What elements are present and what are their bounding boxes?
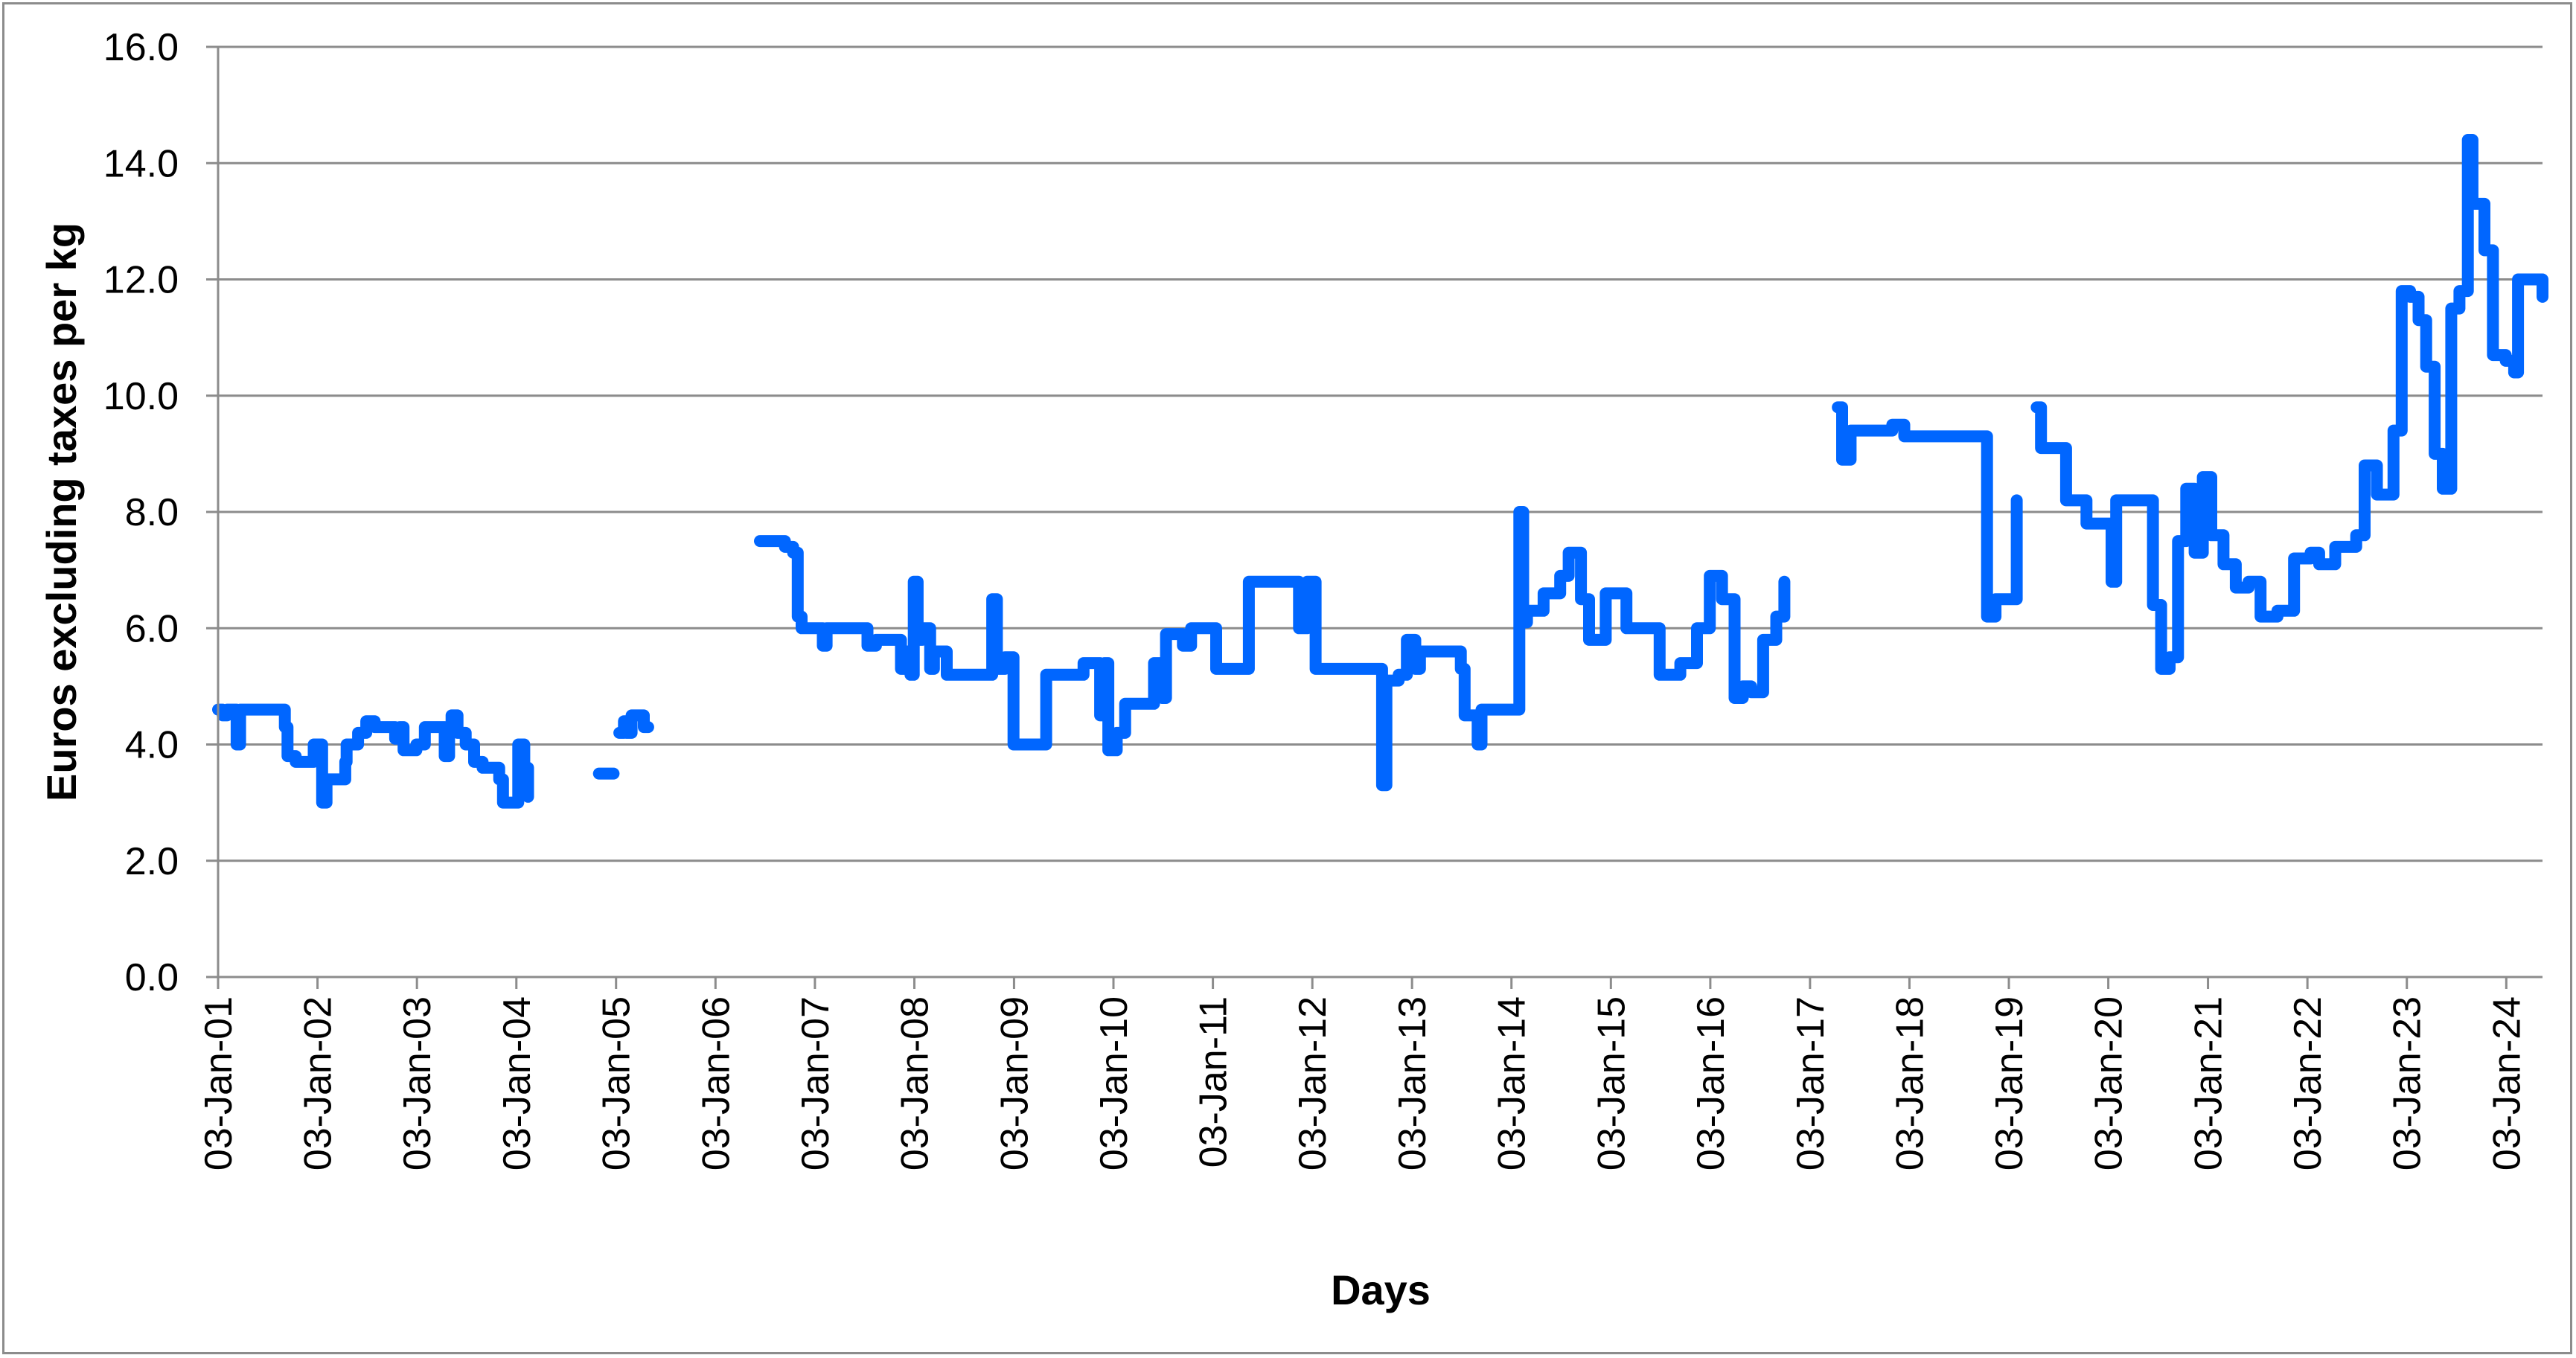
x-tick-label: 03-Jan-02 xyxy=(297,996,340,1170)
x-axis-tick-labels: 03-Jan-01 03-Jan-02 03-Jan-03 03-Jan-04 03-J… xyxy=(197,996,2528,1170)
x-tick-label: 03-Jan-06 xyxy=(694,996,738,1170)
y-tick-label: 16.0 xyxy=(103,26,179,69)
x-tick-label: 03-Jan-08 xyxy=(893,996,936,1170)
y-tick-label: 14.0 xyxy=(103,142,179,185)
x-tick-label: 03-Jan-20 xyxy=(2088,996,2131,1170)
x-tick-label: 03-Jan-14 xyxy=(1491,996,1534,1170)
x-tick-label: 03-Jan-03 xyxy=(396,996,439,1170)
series-line-segment xyxy=(754,506,1791,792)
x-tick-label: 03-Jan-10 xyxy=(1093,996,1136,1170)
x-tick-label: 03-Jan-23 xyxy=(2386,996,2429,1170)
series-line-segment xyxy=(613,709,654,739)
x-tick-label: 03-Jan-15 xyxy=(1590,996,1633,1170)
x-tick-label: 03-Jan-12 xyxy=(1291,996,1335,1170)
x-tick-label: 03-Jan-13 xyxy=(1391,996,1434,1170)
x-axis-title: Days xyxy=(1331,1266,1431,1313)
x-tick-label: 03-Jan-01 xyxy=(197,996,240,1170)
x-tick-label: 03-Jan-22 xyxy=(2286,996,2330,1170)
y-tick-label: 8.0 xyxy=(125,491,179,534)
horizontal-gridlines xyxy=(218,45,2543,862)
y-tick-label: 6.0 xyxy=(125,607,179,650)
y-axis-tick-labels: 0.0 2.0 4.0 6.0 8.0 10.0 12.0 14.0 16.0 xyxy=(103,26,218,999)
x-tick-label: 03-Jan-09 xyxy=(993,996,1036,1170)
series-line-segment xyxy=(1832,401,2023,623)
x-tick-label: 03-Jan-21 xyxy=(2187,996,2231,1170)
y-tick-label: 10.0 xyxy=(103,375,179,418)
y-tick-label: 0.0 xyxy=(125,956,179,999)
y-tick-label: 2.0 xyxy=(125,840,179,883)
x-tick-label: 03-Jan-16 xyxy=(1690,996,1733,1170)
x-tick-label: 03-Jan-07 xyxy=(794,996,837,1170)
series-line-segment xyxy=(2030,134,2548,675)
y-tick-label: 4.0 xyxy=(125,724,179,767)
series-line-segment xyxy=(212,703,534,809)
x-tick-label: 03-Jan-24 xyxy=(2485,996,2528,1170)
x-tick-label: 03-Jan-11 xyxy=(1192,996,1236,1168)
x-tick-label: 03-Jan-18 xyxy=(1888,996,1931,1170)
y-tick-label: 12.0 xyxy=(103,259,179,302)
price-series xyxy=(212,134,2548,809)
x-axis-tick-marks xyxy=(217,977,2508,989)
x-tick-label: 03-Jan-05 xyxy=(595,996,639,1170)
y-axis-title: Euros excluding taxes per kg xyxy=(38,222,85,801)
x-tick-label: 03-Jan-17 xyxy=(1789,996,1832,1170)
x-tick-label: 03-Jan-04 xyxy=(496,996,539,1170)
x-tick-label: 03-Jan-19 xyxy=(1988,996,2031,1170)
